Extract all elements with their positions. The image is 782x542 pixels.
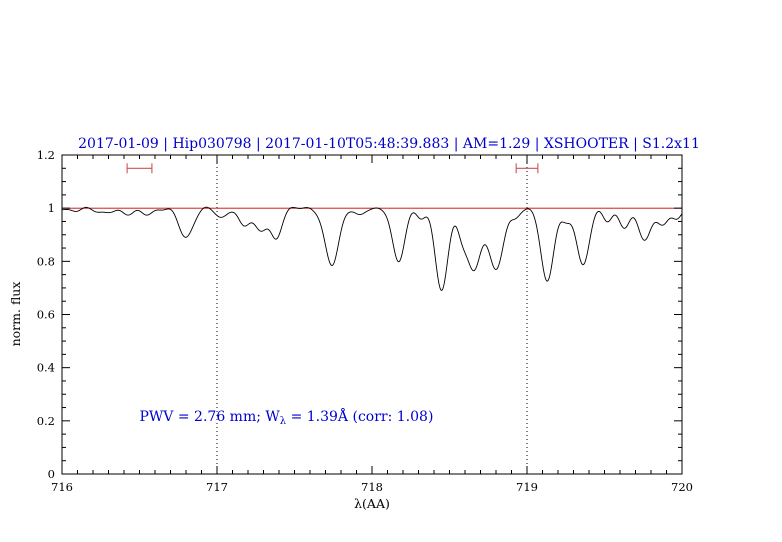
y-tick-label: 1 xyxy=(48,201,55,215)
x-tick-label: 716 xyxy=(51,480,73,494)
y-axis-label: norm. flux xyxy=(8,282,23,347)
y-tick-label: 0.2 xyxy=(37,414,55,428)
y-tick-label: 1.2 xyxy=(37,148,55,162)
integration-marker xyxy=(515,163,539,174)
x-tick-label: 717 xyxy=(206,480,228,494)
spectrum-path xyxy=(61,206,683,291)
plot-frame xyxy=(61,154,683,475)
y-tick-label: 0.4 xyxy=(37,361,55,375)
x-axis-label: λ(AA) xyxy=(354,496,390,511)
y-tick-label: 0.8 xyxy=(37,254,55,268)
pwv-annotation: PWV = 2.76 mm; Wλ = 1.39Å (corr: 1.08) xyxy=(140,407,434,427)
y-tick-label: 0.6 xyxy=(37,308,55,322)
integration-marker xyxy=(126,163,153,174)
chart-title: 2017-01-09 | Hip030798 | 2017-01-10T05:4… xyxy=(78,136,700,152)
x-tick-label: 720 xyxy=(671,480,693,494)
x-tick-label: 718 xyxy=(361,480,383,494)
x-tick-label: 719 xyxy=(516,480,538,494)
y-tick-label: 0 xyxy=(48,467,55,481)
plot-layers: 716 717 718 719 720 0 0.2 0.4 0.6 0.8 1 1.2 PWV = 2.… xyxy=(37,148,693,494)
